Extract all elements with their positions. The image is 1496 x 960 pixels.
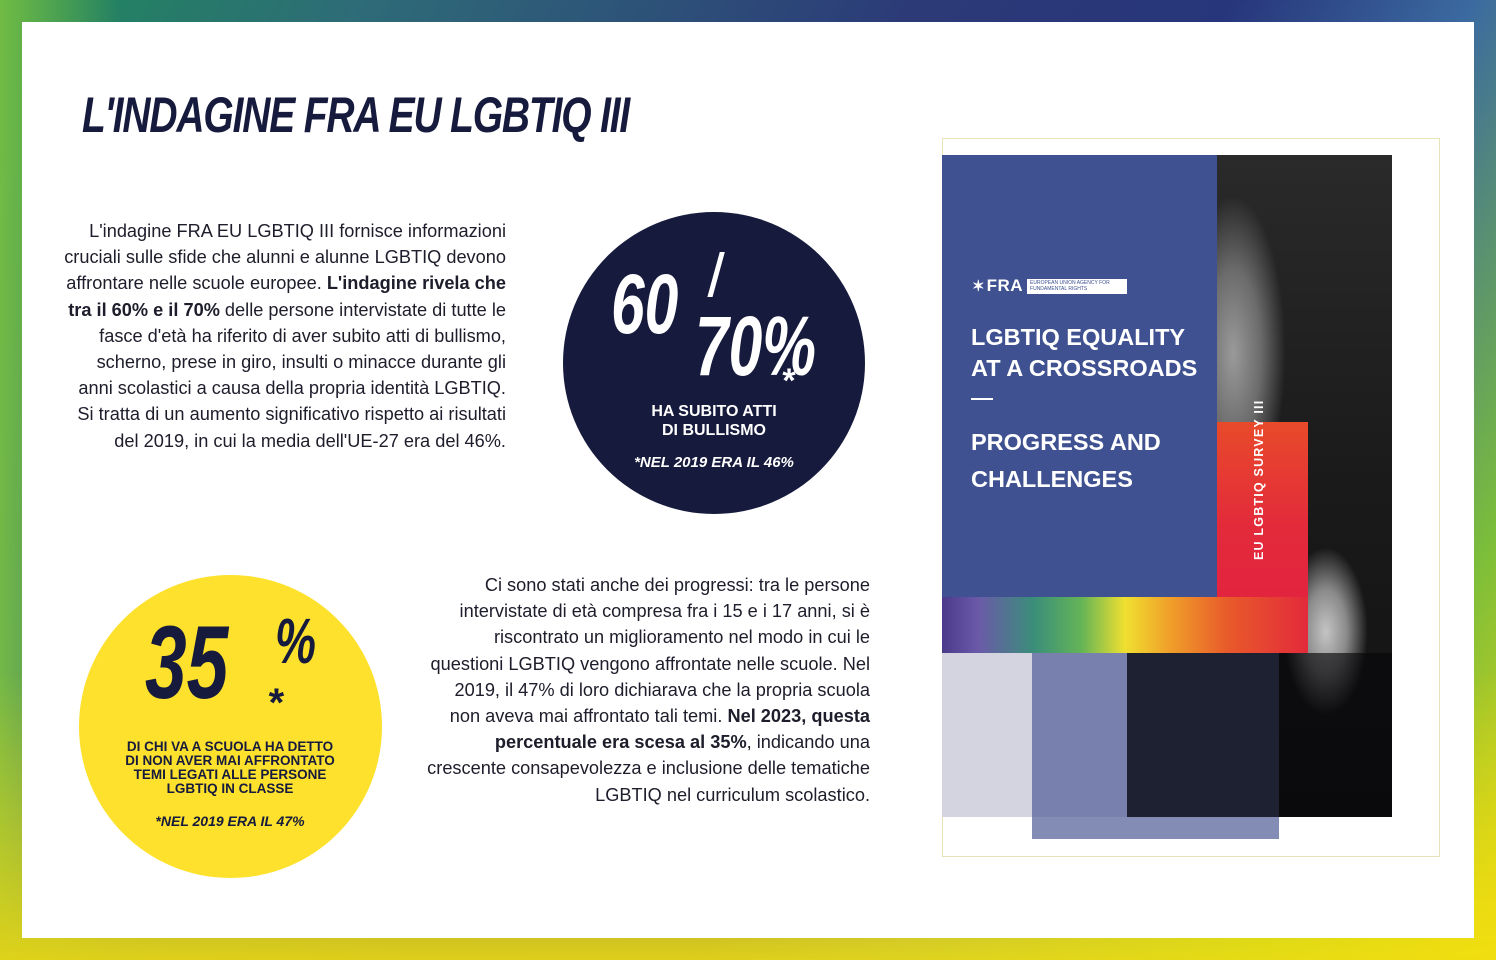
stat-slash: / <box>709 242 722 309</box>
stat-35: 35 <box>145 605 229 721</box>
eu-stars-icon: ✶ <box>972 278 985 295</box>
school-stat-circle: 35 % * DI CHI VA A SCUOLA HA DETTO DI NO… <box>79 575 382 878</box>
fra-logo-tagline: EUROPEAN UNION AGENCY FOR FUNDAMENTAL RI… <box>1027 278 1128 294</box>
progress-text-a: Ci sono stati anche dei progressi: tra l… <box>430 575 870 727</box>
cover-blue-panel <box>942 155 1217 597</box>
intro-paragraph: L'indagine FRA EU LGBTIQ III fornisce in… <box>62 218 506 454</box>
intro-bold-a: L'indagine rivela che tra il 60% e il 70… <box>68 273 506 320</box>
school-note: *NEL 2019 ERA IL 47% <box>155 813 305 829</box>
stat-asterisk: * <box>781 362 795 400</box>
cover-subtitle-line2: CHALLENGES <box>971 466 1133 492</box>
cover-dark-block <box>1127 653 1392 817</box>
intro-text-b: delle persone intervistate di tutte le f… <box>77 299 506 451</box>
stat-70: 70% <box>695 299 817 393</box>
fra-logo: ✶ FRA EUROPEAN UNION AGENCY FOR FUNDAMEN… <box>972 276 1128 296</box>
page-title: L'INDAGINE FRA EU LGBTIQ III <box>82 87 630 143</box>
bullying-label-line2: DI BULLISMO <box>662 422 766 439</box>
fra-logo-word: FRA <box>986 276 1024 295</box>
bullying-note: *NEL 2019 ERA IL 46% <box>634 454 794 471</box>
bullying-stat-circle: 60 / 70% * HA SUBITO ATTI DI BULLISMO *N… <box>563 212 865 514</box>
cover-vertical-label: EU LGBTIQ SURVEY III <box>1252 399 1266 560</box>
intro-text-a: L'indagine FRA EU LGBTIQ III fornisce in… <box>64 221 506 294</box>
cover-subtitle-line1: PROGRESS AND <box>971 429 1161 455</box>
cover-subtitle: PROGRESS AND CHALLENGES <box>971 424 1211 498</box>
progress-paragraph: Ci sono stati anche dei progressi: tra l… <box>420 572 870 808</box>
cover-title-line2: AT A CROSSROADS <box>971 355 1198 381</box>
stat-asterisk-2: * <box>267 681 283 725</box>
progress-bold-a: Nel 2023, questa percentuale era scesa a… <box>494 706 870 753</box>
school-label-line4: LGBTIQ IN CLASSE <box>166 781 294 796</box>
stat-percent: % <box>275 605 316 677</box>
cover-title-line1: LGBTIQ EQUALITY <box>971 324 1186 350</box>
cover-title: LGBTIQ EQUALITY AT A CROSSROADS <box>971 322 1211 384</box>
progress-text-b: , indicando una crescente consapevolezza… <box>427 732 870 805</box>
cover-dash <box>971 398 993 400</box>
cover-rainbow-band <box>942 597 1308 653</box>
school-label-line3: TEMI LEGATI ALLE PERSONE <box>133 767 327 782</box>
bullying-label-line1: HA SUBITO ATTI <box>651 403 777 420</box>
school-label-line1: DI CHI VA A SCUOLA HA DETTO <box>126 739 334 754</box>
stat-60: 60 <box>611 257 679 351</box>
cover-red-strip <box>1217 422 1308 597</box>
school-label-line2: DI NON AVER MAI AFFRONTATO <box>125 753 335 768</box>
